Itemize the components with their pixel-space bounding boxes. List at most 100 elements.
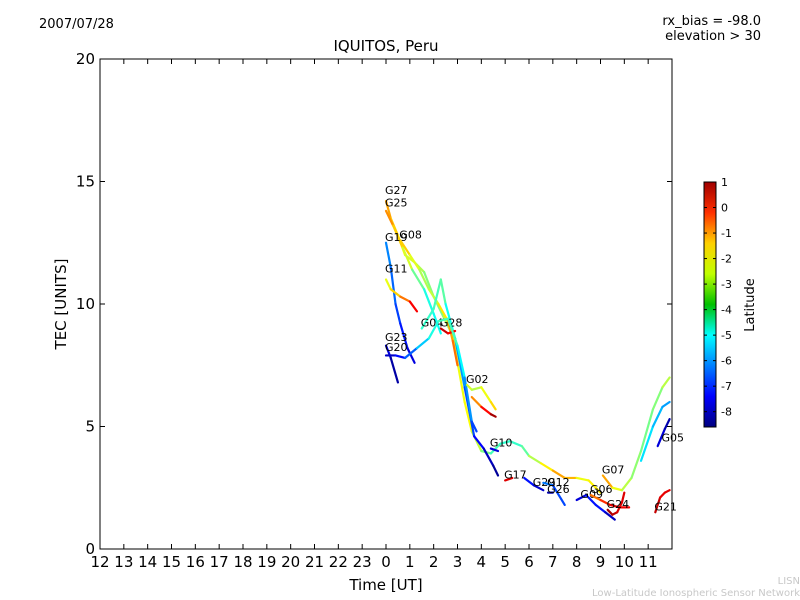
trace-segment [594,503,607,514]
trace-segment [437,317,450,323]
trace-segment [446,320,454,342]
trace-segment [465,383,473,391]
trace-segment [661,376,671,389]
series-label: G19 [385,231,408,244]
trace-segment [418,268,430,291]
x-tick-label: 17 [210,553,229,571]
x-tick-label: 1 [405,553,415,571]
series-layer: G27G25G08G19G11G04G28G23G20G02G10G17G29G… [384,184,684,521]
trace-segment [446,329,457,335]
colorbar-tick-label: 1 [721,176,728,189]
trace-segment [384,278,392,291]
chart-title: IQUITOS, Peru [333,37,439,55]
trace-segment [482,447,495,467]
x-tick-label: 0 [381,553,391,571]
trace-segment [551,484,566,506]
trace-segment [611,486,624,492]
x-tick-label: 22 [329,553,348,571]
trace-segment [446,317,459,347]
trace-segment [384,209,395,227]
series-label: G20 [385,341,408,354]
trace-segment [639,408,655,453]
x-tick-label: 7 [548,553,558,571]
series-g20: G20 [384,317,478,433]
series-g23: G23 [384,331,408,384]
trace-segment [384,241,392,269]
colorbar-tick-label: -5 [721,329,732,342]
trace-segment [551,469,566,480]
trace-segment [401,246,414,271]
trace-segment [527,454,543,465]
trace-segment [408,253,421,271]
x-axis-label: Time [UT] [348,576,422,594]
x-tick-label: 18 [233,553,252,571]
y-tick-label: 0 [85,540,95,558]
trace-segment [384,200,392,220]
trace-segment [489,442,502,455]
trace-segment [408,300,419,313]
trace-segment [451,339,459,367]
trace-segment [439,278,447,306]
elevation-label: elevation > 30 [665,29,761,44]
colorbar-tick-label: -2 [721,253,732,266]
series-label: G24 [607,498,630,511]
series-g21: G21 [654,489,677,514]
trace-segment [587,479,602,494]
trace-segment [542,481,554,487]
series-label: G05 [661,432,684,445]
series-g10: G10 [489,437,512,453]
plot-frame [99,58,673,550]
x-tick-label: 9 [596,553,606,571]
trace-segment [532,484,545,492]
x-tick-label: 3 [453,553,463,571]
y-tick-label: 20 [76,50,95,68]
colorbar-gradient [703,181,717,428]
y-tick-label: 15 [76,173,95,191]
series-g25: G25 [384,196,442,335]
series-label: G17 [504,468,527,481]
series-g17: G17 [504,468,527,482]
x-tick-label: 8 [572,553,582,571]
colorbar-label: Latitude [743,278,758,332]
trace-segment [389,356,400,384]
series-label: G11 [385,263,408,276]
x-tick-label: 4 [477,553,487,571]
series-g08: G08 [399,228,459,367]
series-label: G21 [654,500,677,513]
footer-abbr: LISN [777,576,800,587]
x-tick-label: 23 [353,553,372,571]
series-g24: G24 [606,491,630,516]
trace-segment [630,449,643,480]
x-tick-label: 21 [305,553,324,571]
y-tick-label: 10 [76,295,95,313]
series-label: G27 [385,184,408,197]
series-label: G23 [385,331,408,344]
colorbar-tick-label: 0 [721,202,728,215]
trace-segment [606,508,614,516]
trace-segment [604,511,616,521]
trace-segment [656,427,666,448]
trace-segment [432,288,440,310]
rx-bias-label: rx_bias = -98.0 [662,14,761,29]
date-label: 2007/07/28 [39,17,114,32]
trace-segment [504,476,514,482]
trace-segment [394,354,407,359]
colorbar-tick-label: -4 [721,304,732,317]
trace-segment [658,491,666,499]
trace-segment [470,420,478,433]
colorbar-tick-label: -6 [721,355,732,368]
trace-segment [489,400,497,411]
series-label: G26 [547,483,570,496]
trace-segment [651,405,664,428]
series-g12: G12 [542,476,570,506]
series-g26: G26 [546,483,570,496]
series-g11: G11 [384,263,419,313]
trace-segment [489,447,500,453]
x-tick-label: 2 [429,553,439,571]
y-axis-label: TEC [UNITS] [52,259,70,351]
series-g05: G05 [656,418,684,448]
footer-network-name: Low-Latitude Ionospheric Sensor Network [592,588,800,599]
trace-segment [427,288,440,306]
trace-segment [608,503,621,509]
